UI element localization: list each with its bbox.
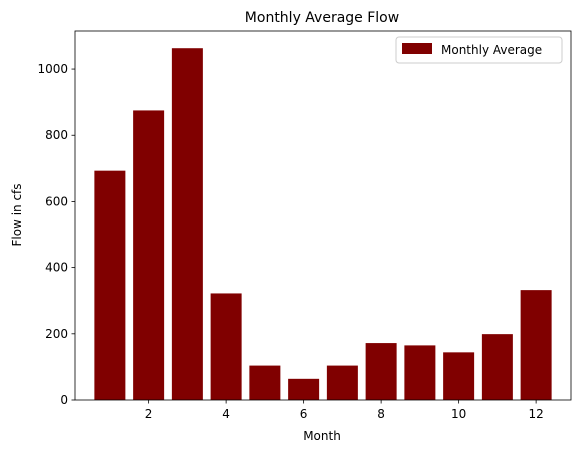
x-tick-label: 4 xyxy=(222,407,230,421)
bar-month-10 xyxy=(443,352,474,400)
bar-month-8 xyxy=(366,343,397,400)
bars-group xyxy=(94,48,551,400)
y-tick-label: 1000 xyxy=(37,62,68,76)
y-tick-label: 800 xyxy=(45,128,68,142)
y-tick-label: 400 xyxy=(45,261,68,275)
legend: Monthly Average xyxy=(396,37,562,63)
legend-swatch xyxy=(402,43,432,54)
y-axis-label: Flow in cfs xyxy=(10,183,24,246)
y-tick-label: 600 xyxy=(45,194,68,208)
legend-label: Monthly Average xyxy=(441,43,542,57)
bar-month-6 xyxy=(288,379,319,400)
x-tick-label: 10 xyxy=(451,407,466,421)
y-axis-ticks: 0 200 400 600 800 1000 xyxy=(37,62,75,407)
bar-month-5 xyxy=(249,366,280,400)
bar-month-1 xyxy=(94,171,125,400)
bar-month-3 xyxy=(172,48,203,400)
bar-month-9 xyxy=(404,345,435,400)
bar-month-11 xyxy=(482,334,513,400)
x-axis-label: Month xyxy=(303,429,341,443)
y-tick-label: 0 xyxy=(60,393,68,407)
bar-month-2 xyxy=(133,110,164,400)
bar-month-7 xyxy=(327,366,358,400)
x-tick-label: 12 xyxy=(528,407,543,421)
bar-month-12 xyxy=(521,290,552,400)
x-axis-ticks: 2 4 6 8 10 12 xyxy=(145,400,544,421)
x-tick-label: 6 xyxy=(300,407,308,421)
x-tick-label: 2 xyxy=(145,407,153,421)
chart-title: Monthly Average Flow xyxy=(245,10,399,26)
x-tick-label: 8 xyxy=(377,407,385,421)
bar-month-4 xyxy=(211,293,242,400)
y-tick-label: 200 xyxy=(45,327,68,341)
